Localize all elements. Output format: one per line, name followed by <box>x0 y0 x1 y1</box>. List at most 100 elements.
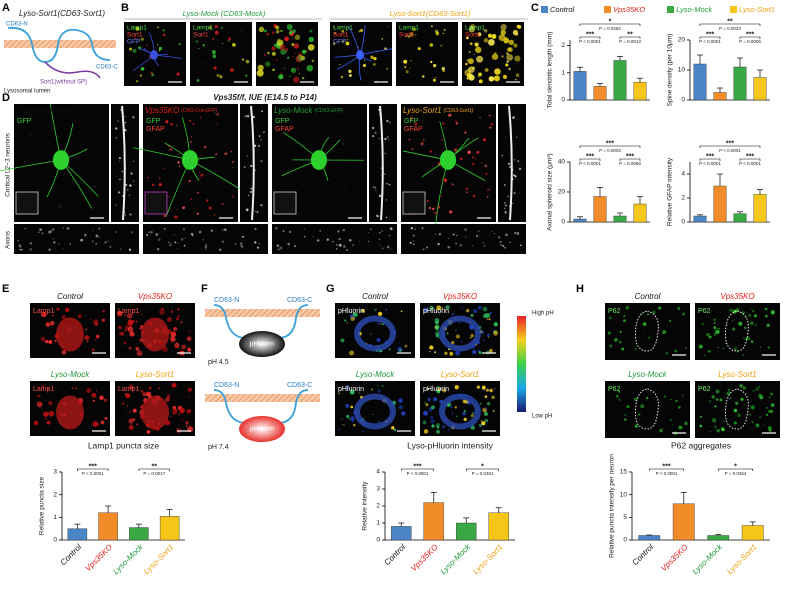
micrograph-signal <box>69 227 71 229</box>
micrograph-signal <box>40 336 46 342</box>
micrograph-signal <box>91 348 95 352</box>
label: GFAP <box>404 126 423 133</box>
micrograph-signal <box>94 338 97 341</box>
micrograph-signal <box>294 52 297 55</box>
micrograph-signal <box>170 342 172 344</box>
micrograph-signal <box>471 162 475 166</box>
micrograph-signal <box>19 245 22 248</box>
micrograph-signal <box>634 424 639 428</box>
micrograph-signal <box>484 164 487 167</box>
micrograph-signal <box>345 335 348 337</box>
micrograph-signal <box>484 407 488 410</box>
micrograph-bg <box>14 224 139 254</box>
micrograph-signal <box>257 64 264 71</box>
micrograph-signal <box>765 406 768 410</box>
micrograph-signal <box>455 350 460 356</box>
micrograph-signal <box>488 188 491 191</box>
micrograph-signal <box>447 245 451 249</box>
soma <box>52 150 70 170</box>
micrograph-signal <box>272 68 275 72</box>
micrograph-signal <box>29 248 32 251</box>
micrograph-signal <box>463 417 467 422</box>
bar <box>713 92 727 101</box>
stain-label: P62 <box>698 386 711 393</box>
micrograph-signal <box>410 60 412 62</box>
micrograph-signal <box>350 416 355 421</box>
x-tick-label: Lyso-Mock <box>691 542 725 576</box>
micrograph-signal <box>131 231 134 234</box>
micrograph-signal <box>91 392 97 398</box>
bar <box>488 512 510 541</box>
condition-label: Lyso-Mock <box>356 370 396 379</box>
micrograph-signal <box>41 232 44 235</box>
x-tick-label: Lyso-Sort1 <box>725 543 759 577</box>
x-tick-label: Lyso-Sort1 <box>142 543 176 577</box>
micrograph-signal <box>483 244 486 247</box>
micrograph-bg <box>396 22 458 86</box>
error-bar <box>135 523 142 528</box>
inset <box>273 191 297 215</box>
micrograph-signal <box>48 340 53 344</box>
micrograph-signal <box>44 315 46 317</box>
stain-label: P62 <box>608 386 621 393</box>
significance-stars: *** <box>626 153 634 160</box>
y-tick-label: 5 <box>623 514 627 521</box>
micrograph-signal <box>36 401 43 408</box>
micrograph-signal <box>190 135 193 138</box>
micrograph-signal <box>277 248 280 251</box>
micrograph-signal <box>93 319 99 325</box>
micrograph-signal <box>348 69 352 73</box>
micrograph-signal <box>470 313 474 317</box>
y-tick-label: 10 <box>678 67 686 74</box>
error-bar <box>697 54 703 64</box>
micrograph-signal <box>186 336 192 342</box>
construct: (CD63-GFP) <box>315 108 343 114</box>
micrograph-signal <box>752 389 755 392</box>
micrograph-signal <box>158 183 162 187</box>
micrograph-signal <box>120 332 125 336</box>
micrograph-signal <box>127 189 129 191</box>
micrograph-signal <box>504 207 506 209</box>
y-tick-label: 4 <box>376 469 380 476</box>
micrograph-signal <box>501 154 504 157</box>
micrograph-signal <box>89 318 92 321</box>
micrograph-signal <box>714 405 717 408</box>
micrograph-signal <box>607 331 611 335</box>
micrograph-signal <box>609 344 613 348</box>
micrograph-signal <box>714 421 717 423</box>
legend-swatch <box>667 6 674 13</box>
micrograph-signal <box>458 321 461 324</box>
micrograph-signal <box>254 144 257 147</box>
micrograph-signal <box>465 62 468 66</box>
micrograph-signal <box>500 29 506 36</box>
x-tick-label: Control <box>631 542 656 567</box>
micrograph-bg <box>401 224 526 254</box>
micrograph-signal <box>624 418 627 421</box>
micrograph-signal <box>346 38 349 41</box>
micrograph-signal <box>209 135 212 137</box>
micrograph-bg <box>272 224 397 254</box>
column-header: Control (CAG-GFP) <box>16 106 70 115</box>
label: Sort1 <box>127 32 143 39</box>
micrograph-signal <box>386 182 388 185</box>
micrograph-signal <box>470 414 474 418</box>
micrograph-signal <box>385 308 388 311</box>
x-tick-label: Lyso-Sort1 <box>471 543 505 577</box>
micrograph-signal <box>489 388 493 393</box>
micrograph-signal <box>128 425 134 431</box>
condition-label: Vps35KO <box>720 292 754 301</box>
micrograph-signal <box>125 324 127 326</box>
micrograph-signal <box>174 342 180 349</box>
micrograph-signal <box>185 424 188 427</box>
micrograph-signal <box>170 122 174 126</box>
micrograph-signal <box>84 335 90 341</box>
micrograph-signal <box>130 172 133 175</box>
micrograph-signal <box>169 244 171 246</box>
micrograph-signal <box>376 338 381 342</box>
micrograph-signal <box>670 398 672 401</box>
micrograph-signal <box>412 234 415 237</box>
micrograph-signal <box>125 393 131 399</box>
micrograph-signal <box>146 176 149 179</box>
micrograph-signal <box>462 412 466 416</box>
micrograph-signal <box>483 38 489 43</box>
